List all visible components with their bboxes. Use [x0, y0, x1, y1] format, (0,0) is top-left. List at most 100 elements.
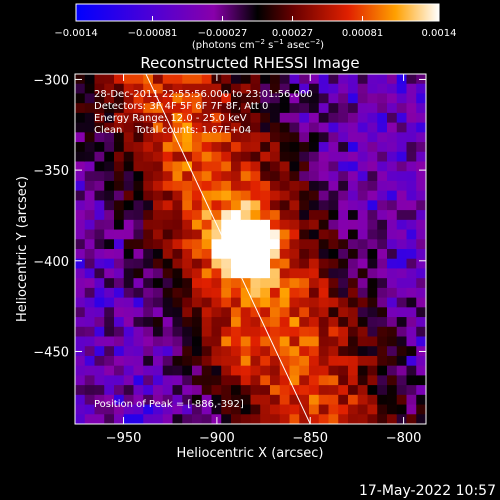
heatmap-cell [299, 239, 310, 250]
heatmap-cell [357, 200, 369, 211]
heatmap-cell [211, 297, 222, 308]
heatmap-cell [84, 365, 96, 376]
heatmap-cell [406, 404, 417, 415]
heatmap-cell [289, 151, 300, 163]
heatmap-cell [221, 180, 232, 192]
heatmap-cell [416, 180, 426, 192]
heatmap-cell [270, 249, 281, 260]
heatmap-cell [270, 180, 281, 192]
heatmap-cell [396, 210, 408, 221]
heatmap-cell [377, 297, 388, 308]
timestamp: 17-May-2022 10:57 [359, 483, 496, 499]
heatmap-cell [270, 365, 281, 376]
heatmap-cell [94, 190, 105, 201]
heatmap-cell [84, 404, 96, 415]
heatmap-cell [75, 132, 86, 143]
heatmap-cell [162, 239, 174, 250]
heatmap-cell [221, 326, 232, 338]
solar-limb-line [145, 74, 311, 424]
heatmap-cell [260, 151, 271, 163]
heatmap-cell [182, 268, 193, 279]
heatmap-cell [162, 268, 174, 279]
heatmap-cell [289, 239, 300, 250]
heatmap-cell [75, 249, 86, 260]
heatmap-cell [299, 112, 310, 124]
heatmap-cell [270, 93, 281, 104]
heatmap-cell [133, 394, 144, 406]
heatmap-cell [270, 74, 281, 85]
heatmap-cell [94, 180, 105, 192]
heatmap-cell [84, 219, 96, 231]
heatmap-cell [406, 103, 417, 114]
heatmap-cell [299, 83, 310, 95]
heatmap-cell [84, 93, 96, 104]
heatmap-cell [387, 287, 398, 299]
heatmap-cell [357, 171, 369, 182]
heatmap-cell [104, 307, 115, 318]
heatmap-cell [201, 142, 213, 153]
heatmap-cell [192, 180, 203, 192]
heatmap-cell [328, 219, 339, 231]
heatmap-cell [172, 297, 183, 308]
heatmap-cell [211, 355, 222, 367]
heatmap-cell [260, 74, 271, 85]
heatmap-cell [387, 229, 398, 240]
heatmap-cell [172, 210, 183, 221]
heatmap-cell [309, 142, 320, 153]
heatmap-cell [75, 219, 86, 231]
heatmap-cell [396, 268, 408, 279]
heatmap-cell [192, 346, 203, 357]
heatmap-cell [182, 297, 193, 308]
heatmap-cell [104, 385, 115, 396]
heatmap-cell [328, 317, 339, 328]
heatmap-cell [133, 404, 144, 415]
heatmap-cell [318, 385, 330, 396]
heatmap-cell [299, 249, 310, 260]
x-tick-label: −950 [106, 431, 142, 446]
heatmap-cell [318, 83, 330, 95]
heatmap-cell [240, 394, 252, 406]
heatmap-cell [153, 219, 164, 231]
heatmap-cell [123, 74, 135, 85]
heatmap-cell [153, 239, 164, 250]
heatmap-cell [133, 190, 144, 201]
heatmap-cell [143, 404, 154, 415]
heatmap-cell [94, 326, 105, 338]
heatmap-cell [192, 317, 203, 328]
heatmap-cell [94, 142, 105, 153]
heatmap-cell [318, 103, 330, 114]
heatmap-cell [114, 132, 125, 143]
heatmap-cell [172, 122, 183, 133]
heatmap-cell [192, 278, 203, 289]
heatmap-cell [338, 112, 349, 124]
heatmap-cell [94, 151, 105, 163]
heatmap-cell [104, 103, 115, 114]
heatmap-cell [318, 365, 330, 376]
heatmap-cell [114, 268, 125, 279]
heatmap-cell [201, 346, 213, 357]
heatmap-cell [201, 210, 213, 221]
heatmap-cell [309, 171, 320, 182]
heatmap-cell [84, 394, 96, 406]
heatmap-cell [250, 258, 261, 270]
heatmap-cell [172, 180, 183, 192]
heatmap-cell [387, 161, 398, 172]
heatmap-cell [123, 365, 135, 376]
heatmap-cell [172, 346, 183, 357]
heatmap-cell [377, 122, 388, 133]
heatmap-cell [192, 171, 203, 182]
heatmap-cell [367, 326, 378, 338]
heatmap-cell [114, 287, 125, 299]
heatmap-cell [201, 278, 213, 289]
heatmap-cell [250, 190, 261, 201]
heatmap-cell [416, 171, 426, 182]
heatmap-cell [84, 297, 96, 308]
heatmap-cell [299, 278, 310, 289]
heatmap-cell [240, 132, 252, 143]
heatmap-cell [211, 317, 222, 328]
heatmap-cell [231, 287, 242, 299]
heatmap-cell [250, 346, 261, 357]
heatmap-cell [192, 190, 203, 201]
heatmap-cell [240, 171, 252, 182]
heatmap-cell [396, 249, 408, 260]
